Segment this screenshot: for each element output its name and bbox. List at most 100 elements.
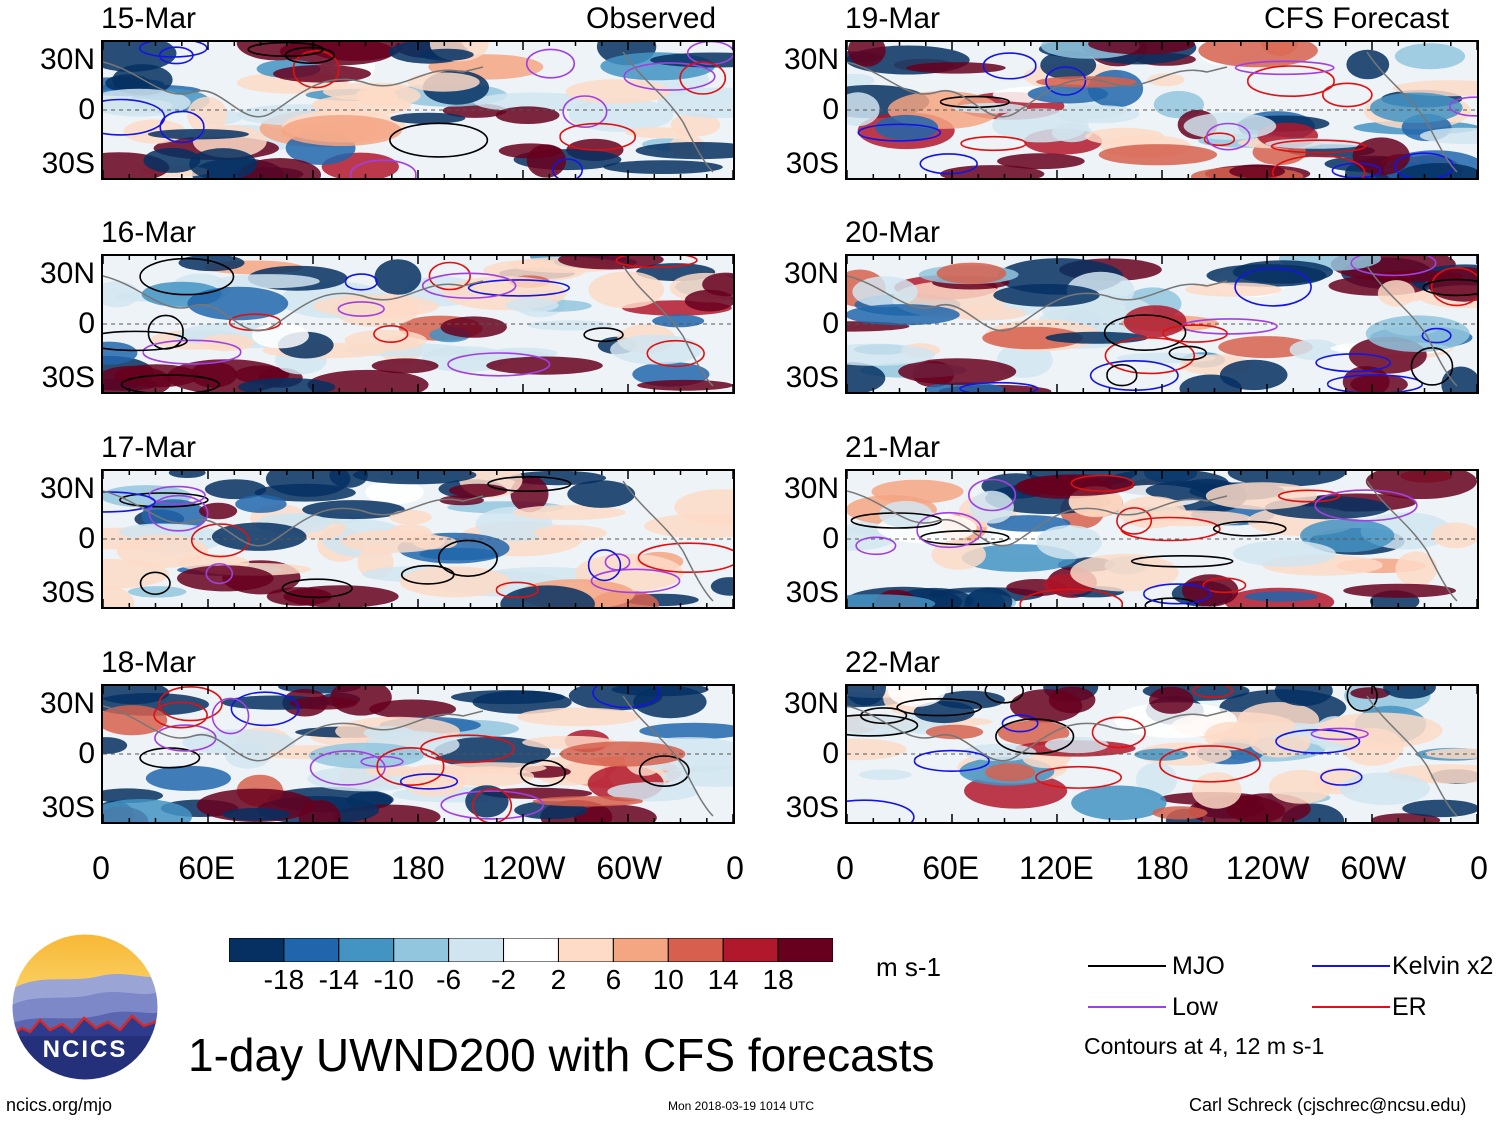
wind-anomaly-blob <box>1229 164 1285 178</box>
y-tick-label: 30N <box>783 43 839 76</box>
contour-line <box>472 788 513 822</box>
wind-anomaly-blob <box>143 147 201 173</box>
contour-line <box>855 536 897 556</box>
wind-anomaly-blob <box>1087 69 1144 108</box>
contour-line <box>1275 729 1361 754</box>
wind-anomaly-blob <box>1392 80 1477 97</box>
coastline <box>103 265 714 387</box>
wind-anomaly-blob <box>488 347 558 360</box>
coastline <box>847 480 1458 602</box>
wind-anomaly-blob <box>1395 551 1438 587</box>
contour-line <box>637 542 733 573</box>
colorbar-units: m s-1 <box>876 952 941 982</box>
wind-anomaly-blob <box>940 165 1045 178</box>
contour-line <box>153 701 208 729</box>
wind-anomaly-blob <box>965 587 1013 607</box>
wind-anomaly-blob <box>565 79 671 104</box>
colorbar-tick-label: 2 <box>550 964 567 995</box>
contour-line <box>919 530 1010 546</box>
wind-anomaly-blob <box>1145 481 1224 501</box>
colorbar-bin <box>283 937 340 963</box>
wind-anomaly-blob <box>371 358 439 374</box>
legend-line-low <box>1088 1006 1166 1008</box>
contour-line <box>389 122 489 158</box>
wind-anomaly-blob <box>670 113 721 137</box>
wind-anomaly-blob <box>607 782 699 802</box>
wind-anomaly-blob <box>238 377 336 392</box>
map-field <box>847 471 1477 607</box>
wind-anomaly-blob <box>407 72 480 92</box>
contour-line <box>440 790 545 820</box>
contour-line <box>1162 324 1228 343</box>
wind-anomaly-blob <box>847 594 936 607</box>
map-panel <box>101 40 735 180</box>
wind-anomaly-blob <box>936 262 1007 284</box>
panel-date-label: 19-Mar <box>845 2 941 35</box>
contour-line <box>142 339 242 365</box>
wind-anomaly-blob <box>199 502 238 520</box>
wind-anomaly-blob <box>313 294 439 318</box>
wind-anomaly-blob <box>684 289 733 312</box>
y-tick-label: 0 <box>78 522 95 555</box>
y-tick-label: 30S <box>41 361 95 394</box>
contour-line <box>120 374 221 392</box>
colorbar-tick-label: 10 <box>652 964 684 995</box>
wind-anomaly-blob <box>1339 772 1430 805</box>
wind-anomaly-blob <box>340 529 445 553</box>
wind-anomaly-blob <box>103 42 177 72</box>
contour-line <box>1322 82 1373 108</box>
x-tick-label: 0 <box>836 850 854 886</box>
ncics-logo[interactable]: NCICS <box>10 932 160 1082</box>
wind-anomaly-blob <box>559 741 686 767</box>
wind-anomaly-blob <box>189 148 257 178</box>
contour-line <box>148 485 206 505</box>
contour-line <box>1234 267 1312 307</box>
wind-anomaly-blob <box>1152 806 1208 820</box>
colorbar-tick-label: 14 <box>707 964 739 995</box>
wind-anomaly-blob <box>847 42 886 67</box>
y-tick-label: 0 <box>78 307 95 340</box>
contour-line <box>211 697 250 735</box>
wind-anomaly-blob <box>610 334 703 365</box>
contour-line <box>638 755 690 787</box>
wind-anomaly-blob <box>847 73 875 87</box>
wind-anomaly-blob <box>265 471 351 497</box>
contour-line <box>148 494 209 532</box>
contour-line <box>138 42 208 58</box>
contour-line <box>847 714 919 737</box>
wind-anomaly-blob <box>603 160 723 174</box>
wind-anomaly-blob <box>1441 366 1477 392</box>
map-panel <box>845 254 1479 394</box>
contour-line <box>1206 122 1251 151</box>
wind-anomaly-blob <box>298 799 341 822</box>
contour-line <box>1202 577 1247 594</box>
contour-line <box>487 476 572 492</box>
wind-anomaly-blob <box>389 509 432 525</box>
map-panel <box>845 684 1479 824</box>
contour-line <box>1143 583 1212 605</box>
wind-anomaly-blob <box>451 690 565 705</box>
contour-line <box>1422 278 1477 297</box>
wind-anomaly-blob <box>177 565 274 592</box>
contour-line <box>1271 155 1366 178</box>
panel-date-label: 22-Mar <box>845 646 941 679</box>
y-tick-label: 0 <box>822 93 839 126</box>
contour-line <box>344 273 378 291</box>
map-field <box>103 471 733 607</box>
wind-anomaly-blob <box>710 577 733 596</box>
y-tick-label: 30S <box>41 147 95 180</box>
contour-line <box>309 750 386 786</box>
wind-anomaly-blob <box>847 304 960 326</box>
contour-line <box>1159 745 1261 783</box>
x-tick-label: 180 <box>1135 850 1189 886</box>
contour-line <box>1120 516 1221 542</box>
wind-anomaly-blob <box>238 158 321 178</box>
wind-anomaly-blob <box>1048 686 1096 714</box>
wind-anomaly-blob <box>473 92 593 112</box>
wind-anomaly-blob <box>513 505 626 520</box>
colorbar-tick-label: 6 <box>605 964 622 995</box>
contour-line <box>1192 686 1234 699</box>
wind-anomaly-blob <box>330 686 392 716</box>
footer-url[interactable]: ncics.org/mjo <box>6 1095 113 1115</box>
wind-anomaly-blob <box>419 48 474 61</box>
